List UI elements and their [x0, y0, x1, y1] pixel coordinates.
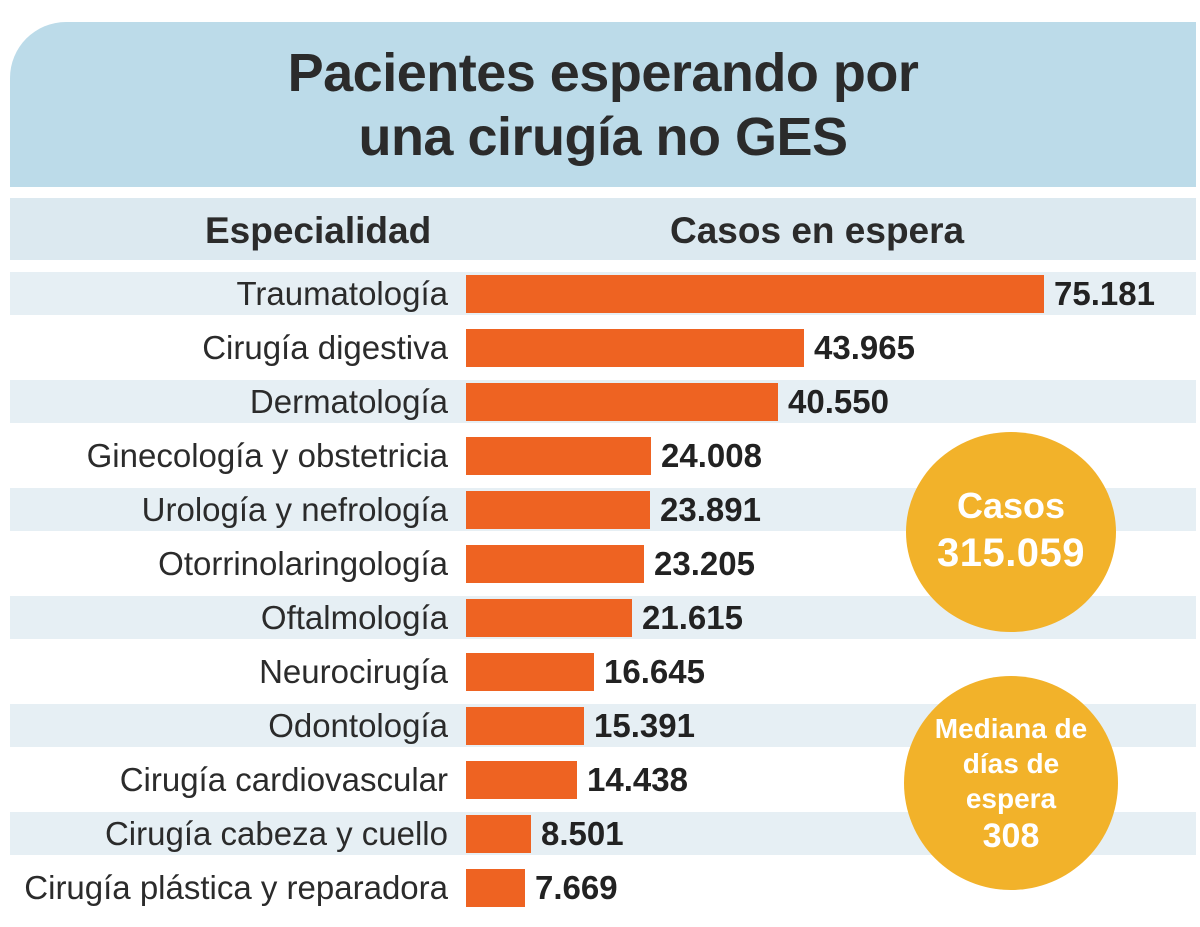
bar	[466, 437, 651, 475]
bar	[466, 329, 804, 367]
value-label: 43.965	[814, 329, 915, 366]
category-label: Cirugía cardiovascular	[119, 761, 448, 798]
category-label: Oftalmología	[260, 599, 448, 636]
category-label: Traumatología	[236, 275, 448, 312]
bar	[466, 491, 650, 529]
total-cases-badge: Casos 315.059	[906, 432, 1116, 632]
bar	[466, 869, 525, 907]
category-label: Cirugía cabeza y cuello	[104, 815, 448, 852]
value-label: 24.008	[661, 437, 762, 474]
value-label: 21.615	[642, 599, 743, 636]
bar	[466, 815, 531, 853]
bar	[466, 707, 584, 745]
value-label: 7.669	[535, 869, 618, 906]
bar	[466, 599, 632, 637]
bar	[466, 275, 1044, 313]
value-label: 14.438	[587, 761, 688, 798]
value-label: 40.550	[788, 383, 889, 420]
bar	[466, 761, 577, 799]
column-header-bar: Especialidad Casos en espera	[10, 198, 1196, 260]
value-label: 8.501	[541, 815, 624, 852]
chart-title-panel: Pacientes esperando por una cirugía no G…	[10, 22, 1196, 187]
total-cases-label: Casos	[956, 485, 1066, 526]
value-label: 23.205	[654, 545, 755, 582]
chart-title-line-1: Pacientes esperando por	[287, 42, 919, 103]
value-label: 15.391	[594, 707, 695, 744]
category-label: Ginecología y obstetricia	[86, 437, 448, 474]
median-wait-value: 308	[982, 816, 1040, 855]
value-column-header: Casos en espera	[670, 210, 965, 251]
median-wait-label: Mediana de días de espera	[934, 712, 1088, 814]
category-label: Cirugía digestiva	[202, 329, 448, 366]
category-label: Odontología	[268, 707, 448, 744]
category-label: Cirugía plástica y reparadora	[24, 869, 448, 906]
category-label: Otorrinolaringología	[158, 545, 448, 582]
value-label: 75.181	[1054, 275, 1155, 312]
bar	[466, 545, 644, 583]
bar	[466, 383, 778, 421]
category-column-header: Especialidad	[205, 210, 432, 251]
median-wait-badge: Mediana de días de espera 308	[904, 676, 1118, 890]
category-label: Urología y nefrología	[141, 491, 448, 528]
category-label: Dermatología	[249, 383, 448, 420]
chart-title-line-2: una cirugía no GES	[358, 106, 848, 167]
value-label: 16.645	[604, 653, 705, 690]
bar	[466, 653, 594, 691]
category-label: Neurocirugía	[259, 653, 448, 690]
value-label: 23.891	[660, 491, 761, 528]
total-cases-value: 315.059	[936, 531, 1086, 575]
